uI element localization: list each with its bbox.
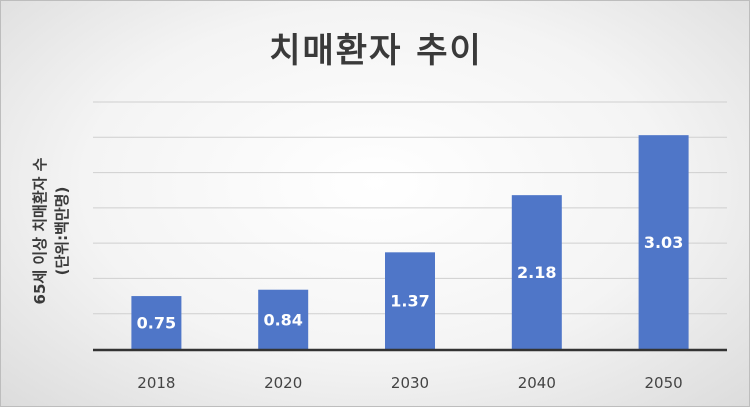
data-label-2040: 2.18 (517, 263, 556, 282)
data-label-2050: 3.03 (644, 233, 683, 252)
x-tick-2050: 2050 (645, 374, 683, 392)
bars (131, 135, 689, 349)
data-label-2020: 0.84 (263, 310, 302, 329)
x-tick-2030: 2030 (391, 374, 429, 392)
bar-2030 (385, 252, 435, 349)
data-label-2018: 0.75 (137, 314, 176, 333)
x-tick-2040: 2040 (518, 374, 556, 392)
data-label-2030: 1.37 (390, 292, 429, 311)
x-tick-2020: 2020 (264, 374, 302, 392)
bar-2040 (511, 195, 562, 349)
chart-title: 치매환자 추이 (269, 31, 483, 71)
bar-2020 (258, 289, 309, 349)
x-tick-labels: 2018 2020 2030 2040 2050 (137, 374, 682, 392)
data-labels: 0.75 0.84 1.37 2.18 3.03 (137, 233, 684, 332)
x-tick-2018: 2018 (137, 374, 175, 392)
bar-2018 (131, 296, 182, 349)
bar-2050 (638, 135, 689, 349)
